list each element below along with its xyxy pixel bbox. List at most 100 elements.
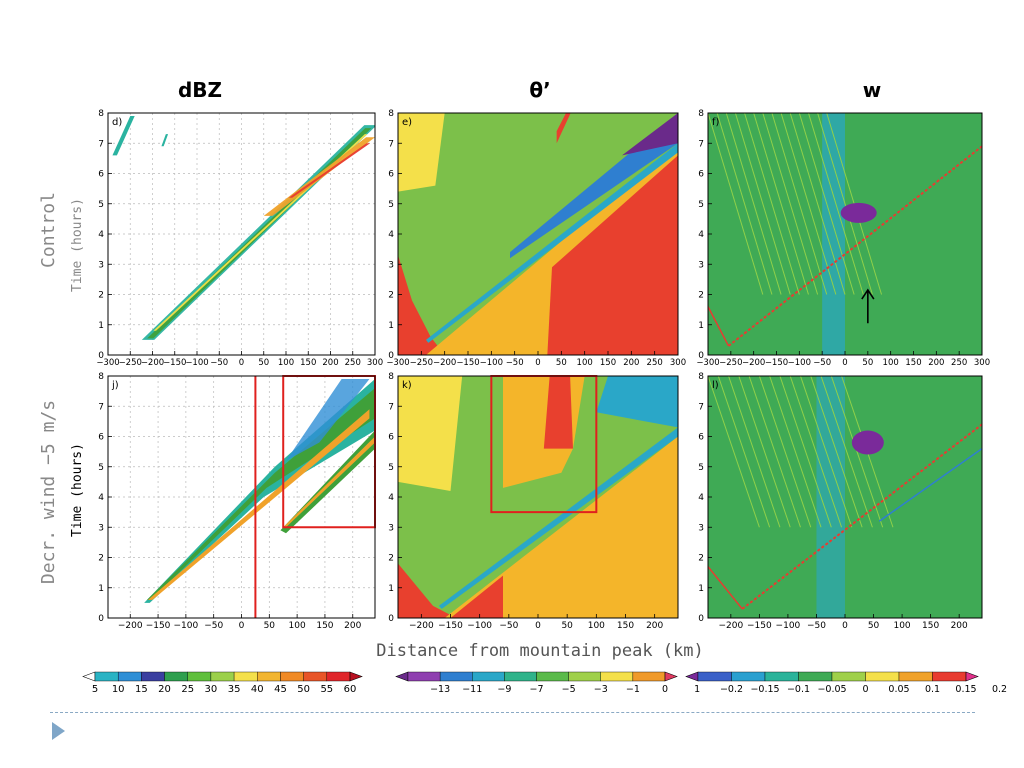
y-tick-label: 3	[98, 523, 104, 533]
x-tick-label: 100	[278, 358, 294, 368]
y-tick-label: 7	[98, 139, 104, 149]
y-tick-label: 7	[388, 139, 394, 149]
x-tick-label: 150	[600, 358, 616, 368]
y-tick-label: 3	[388, 523, 394, 533]
x-tick-label: 0	[239, 621, 245, 631]
x-tick-label: −150	[146, 621, 171, 631]
x-tick-label: 100	[883, 358, 899, 368]
y-tick-label: 4	[98, 230, 104, 240]
w-streak	[789, 376, 843, 528]
slide-arrow-icon[interactable]	[52, 722, 65, 740]
y-tick-label: 8	[98, 109, 104, 119]
panel-d: d) 0 1 2 3 4 5 6 7 8 −300−250−200−150−100 −50 0 50 100…	[96, 109, 383, 368]
x-tick-label: −200	[141, 358, 164, 368]
theta-region	[426, 143, 678, 343]
w-front-line	[708, 566, 743, 610]
colorbar-label: 5	[92, 684, 98, 695]
x-tick-label: 50	[556, 358, 567, 368]
colorbar-label: 35	[228, 684, 241, 695]
x-tick-label: 150	[905, 358, 921, 368]
x-tick-label: 50	[862, 358, 873, 368]
colorbar-label: −9	[497, 684, 511, 695]
x-tick-label: 200	[623, 358, 639, 368]
y-tick-label: 1	[98, 584, 104, 594]
w-streak	[758, 376, 812, 528]
reflectivity-band	[288, 143, 371, 198]
y-tick-label: 1	[388, 584, 394, 594]
y-tick-label: 5	[98, 463, 104, 473]
w-front-line	[708, 306, 730, 347]
colorbar-swatch	[865, 671, 900, 682]
colorbar-cap	[349, 671, 363, 682]
y-tick-label: 1	[698, 584, 704, 594]
x-tick-label: 150	[617, 621, 634, 631]
colorbar-swatch	[141, 671, 165, 682]
x-tick-label: −200	[409, 621, 434, 631]
w-front-line	[727, 145, 982, 347]
colorbar-label: −13	[430, 684, 450, 695]
w-streak	[807, 113, 864, 295]
panel-f: f) 0 1 2 3 4 5 6 7 8 −300 −250 −200 −150 −100 −50 0 50 100…	[696, 109, 990, 368]
w-streak	[789, 113, 846, 295]
colorbar-swatch	[731, 671, 766, 682]
w-streak	[820, 376, 873, 528]
theta-region	[450, 575, 503, 618]
panel-field	[108, 376, 375, 618]
w-front-line	[741, 423, 982, 610]
row-title-decr-wind: Decr. wind −5 m/s	[38, 400, 59, 584]
x-tick-label: −100	[467, 621, 492, 631]
colorbar-label: −3	[594, 684, 608, 695]
x-tick-label: 150	[316, 621, 333, 631]
panel-field	[708, 376, 982, 618]
colorbar-cap	[395, 671, 409, 682]
w-streak	[738, 376, 791, 528]
panel-field	[398, 376, 678, 618]
panel-label: f)	[712, 117, 720, 128]
w-region	[851, 430, 884, 455]
w-streak	[830, 376, 884, 528]
colorbar-label: 25	[181, 684, 194, 695]
y-tick-label: 4	[388, 493, 394, 503]
colorbar-label: −0.2	[720, 684, 743, 695]
y-tick-label: 2	[98, 291, 104, 301]
y-tick-label: 2	[388, 554, 394, 564]
y-tick-label: 6	[98, 170, 104, 180]
w-streak	[708, 113, 764, 295]
w-streak	[800, 376, 853, 528]
y-tick-label: 1	[388, 321, 394, 331]
y-tick-label: 5	[388, 200, 394, 210]
y-tick-label: 6	[388, 170, 394, 180]
reflectivity-band	[148, 409, 370, 600]
x-tick-label: 300	[367, 358, 383, 368]
x-tick-label: −150	[163, 358, 186, 368]
w-streak	[798, 113, 855, 295]
x-tick-label: 50	[561, 621, 573, 631]
x-tick-label: −50	[813, 358, 831, 368]
y-tick-label: 1	[98, 321, 104, 331]
theta-region	[596, 376, 678, 428]
colorbar-1: −13 −11 −9 −7 −5 −3 −1 0 1	[395, 671, 700, 695]
column-title-w: w	[862, 78, 882, 102]
colorbar-swatch	[632, 671, 666, 682]
colorbar-label: 20	[158, 684, 171, 695]
y-tick-label: 0	[98, 351, 104, 361]
x-tick-label: −250	[410, 358, 433, 368]
colorbar-cap	[664, 671, 678, 682]
w-streak	[717, 376, 771, 528]
x-tick-label: −200	[433, 358, 456, 368]
w-streak	[753, 113, 809, 295]
x-tick-label: −250	[119, 358, 142, 368]
panel-label: k)	[402, 380, 412, 391]
annotation-arrow	[861, 288, 875, 300]
colorbar-label: 0.2	[992, 684, 1007, 695]
x-tick-label: −200	[718, 621, 743, 631]
theta-region	[444, 436, 678, 618]
theta-region	[547, 155, 678, 355]
x-tick-label: 250	[647, 358, 663, 368]
reflectivity-band	[286, 379, 370, 461]
theta-region	[398, 255, 445, 355]
x-tick-label: −50	[210, 358, 228, 368]
colorbar-2: −0.2 −0.15 −0.1 −0.05 0 0.05 0.1 0.15 0.2	[685, 671, 1007, 695]
colorbar-label: 0	[862, 684, 868, 695]
w-streak	[728, 376, 781, 528]
